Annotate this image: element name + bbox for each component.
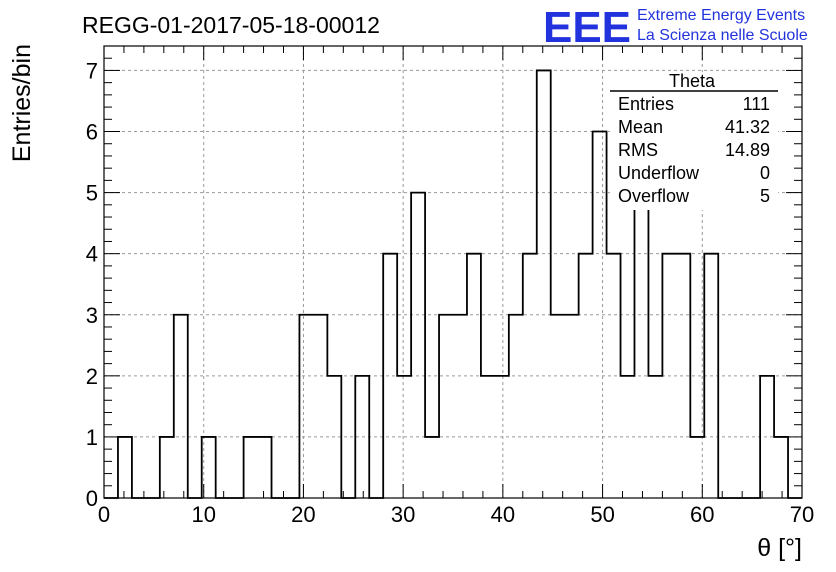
eee-logo: EEE Extreme Energy Events La Scienza nel…: [543, 3, 808, 52]
y-axis-label: Entries/bin: [8, 44, 36, 162]
y-tick-label-0: 0: [86, 486, 98, 511]
stats-value-underflow: 0: [760, 163, 770, 183]
stats-box-background: [610, 72, 778, 210]
x-tick-label-30: 30: [391, 502, 415, 527]
stats-title: Theta: [669, 71, 716, 91]
chart-title: REGG-01-2017-05-18-00012: [82, 12, 380, 38]
x-axis-label: θ [°]: [757, 534, 802, 562]
stats-value-mean: 41.32: [725, 117, 770, 137]
y-tick-label-2: 2: [86, 364, 98, 389]
histogram-outline: [104, 69, 802, 499]
stats-label-overflow: Overflow: [618, 186, 690, 206]
stats-value-rms: 14.89: [725, 140, 770, 160]
y-tick-label-7: 7: [86, 58, 98, 83]
x-tick-label-10: 10: [191, 502, 215, 527]
y-tick-label-5: 5: [86, 181, 98, 206]
stats-label-rms: RMS: [618, 140, 658, 160]
stats-box: Theta Entries 111 Mean 41.32 RMS 14.89 U…: [610, 71, 778, 210]
stats-value-overflow: 5: [760, 186, 770, 206]
logo-line-1: Extreme Energy Events: [637, 7, 805, 24]
x-tick-label-0: 0: [98, 502, 110, 527]
logo-line-2: La Scienza nelle Scuole: [637, 27, 808, 44]
stats-label-mean: Mean: [618, 117, 663, 137]
y-tick-label-3: 3: [86, 303, 98, 328]
x-tick-label-40: 40: [491, 502, 515, 527]
x-tick-label-20: 20: [291, 502, 315, 527]
stats-label-underflow: Underflow: [618, 163, 700, 183]
x-tick-label-60: 60: [690, 502, 714, 527]
y-tick-label-6: 6: [86, 120, 98, 145]
y-tick-label-4: 4: [86, 242, 98, 267]
x-axis-ticks: 0 10 20 30 40 50 60 70: [98, 46, 814, 527]
plot-frame: [103, 45, 803, 499]
stats-label-entries: Entries: [618, 94, 674, 114]
x-tick-label-50: 50: [590, 502, 614, 527]
logo-mark: EEE: [543, 3, 631, 52]
x-tick-label-70: 70: [790, 502, 814, 527]
y-axis-ticks: 0 1 2 3 4 5 6 7: [86, 45, 802, 511]
stats-value-entries: 111: [743, 94, 770, 114]
y-tick-label-1: 1: [86, 425, 98, 450]
